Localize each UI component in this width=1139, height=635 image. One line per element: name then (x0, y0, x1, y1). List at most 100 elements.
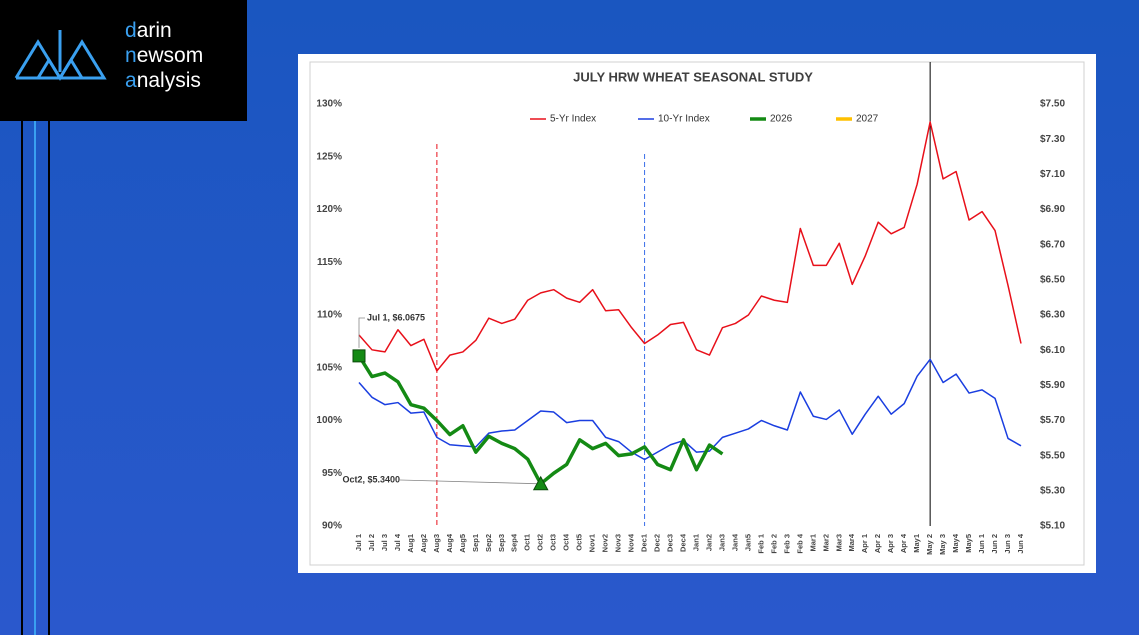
y2-tick-label: $6.10 (1040, 345, 1065, 356)
annotation-leader (358, 317, 365, 348)
annotation-leader (399, 479, 541, 485)
legend-label: 10-Yr Index (658, 114, 710, 125)
x-tick-label: Aug5 (458, 534, 467, 553)
logo-line: darin (125, 19, 172, 42)
decor-line (34, 121, 36, 635)
y2-tick-label: $5.70 (1040, 415, 1065, 426)
logo-line: newsom (125, 44, 204, 67)
x-tick-label: Apr 2 (873, 534, 882, 553)
annotation: Oct2, $5.3400 (342, 474, 400, 484)
legend-label: 2027 (856, 114, 879, 125)
legend-label: 5-Yr Index (550, 114, 596, 125)
x-tick-label: Oct3 (549, 534, 558, 551)
x-tick-label: Aug4 (445, 533, 454, 553)
annotation: Jul 1, $6.0675 (367, 312, 425, 322)
x-tick-label: Nov4 (627, 533, 636, 552)
y-tick-label: 120% (316, 204, 342, 215)
x-tick-label: Jun 3 (1003, 534, 1012, 554)
x-tick-label: Mar2 (821, 534, 830, 552)
x-tick-label: Jan3 (717, 534, 726, 551)
decor-line (21, 121, 23, 635)
x-tick-label: Dec3 (666, 534, 675, 552)
y2-tick-label: $5.90 (1040, 380, 1065, 391)
x-tick-label: Dec2 (653, 534, 662, 552)
y2-tick-label: $6.50 (1040, 274, 1065, 285)
y-tick-label: 115% (317, 257, 342, 268)
x-tick-label: May 3 (938, 534, 947, 555)
x-tick-label: Feb 4 (795, 533, 804, 553)
y2-tick-label: $5.30 (1040, 485, 1065, 496)
x-tick-label: Nov2 (601, 534, 610, 552)
y2-tick-label: $5.50 (1040, 450, 1065, 461)
x-tick-label: Mar3 (834, 534, 843, 552)
x-tick-label: Oct4 (562, 533, 571, 551)
x-tick-label: May4 (951, 533, 960, 553)
y-tick-label: 100% (316, 415, 342, 426)
logo-line: analysis (125, 69, 201, 92)
y2-tick-label: $7.50 (1040, 99, 1065, 110)
x-tick-label: Sep3 (497, 534, 506, 552)
x-tick-label: May1 (912, 534, 921, 553)
y-tick-label: 90% (322, 521, 342, 532)
x-tick-label: Jun 4 (1016, 533, 1025, 553)
series-line (358, 358, 1022, 461)
x-tick-label: Dec4 (678, 533, 687, 552)
x-tick-label: Mar4 (847, 533, 856, 551)
decor-line (48, 121, 50, 635)
x-tick-label: Jan4 (730, 533, 739, 551)
x-tick-label: Sep4 (510, 533, 519, 552)
x-tick-label: Jun 1 (977, 534, 986, 554)
y-tick-label: 130% (316, 99, 342, 110)
legend-label: 2026 (770, 114, 793, 125)
y-tick-label: 110% (317, 310, 342, 321)
series-line (357, 354, 724, 486)
logo-icon (14, 30, 107, 81)
x-tick-label: Feb 2 (769, 534, 778, 554)
x-tick-label: Sep1 (471, 534, 480, 552)
y2-tick-label: $6.70 (1040, 239, 1065, 250)
y-tick-label: 125% (316, 151, 342, 162)
x-tick-label: Jul 1 (354, 534, 363, 551)
y2-tick-label: $7.30 (1040, 134, 1065, 145)
x-tick-label: Apr 1 (860, 534, 869, 553)
x-tick-label: Jan1 (691, 534, 700, 551)
y2-tick-label: $5.10 (1040, 521, 1065, 532)
x-tick-label: May5 (964, 534, 973, 553)
x-tick-label: Jul 3 (380, 534, 389, 551)
x-tick-label: Oct5 (575, 534, 584, 551)
x-tick-label: Jan2 (704, 534, 713, 551)
annotation-marker (352, 349, 366, 363)
x-tick-label: Oct1 (523, 534, 532, 551)
series-line (358, 121, 1022, 372)
x-tick-label: Jan5 (743, 534, 752, 551)
y-tick-label: 105% (316, 362, 342, 373)
x-tick-label: Nov3 (614, 534, 623, 552)
x-tick-label: Oct2 (536, 534, 545, 551)
x-tick-label: Feb 1 (756, 534, 765, 554)
x-tick-label: Jun 2 (990, 534, 999, 554)
chart-panel: JULY HRW WHEAT SEASONAL STUDY 90% 95% 100%… (298, 54, 1096, 573)
x-tick-label: Feb 3 (782, 534, 791, 554)
x-tick-label: Aug3 (432, 534, 441, 553)
annotation-marker (532, 475, 549, 491)
x-tick-label: Sep2 (484, 534, 493, 552)
x-tick-label: May 2 (925, 534, 934, 555)
x-tick-label: Apr 3 (886, 534, 895, 553)
x-tick-label: Aug2 (419, 534, 428, 553)
logo-text: darin newsom analysis (125, 18, 203, 93)
y2-tick-label: $6.30 (1040, 310, 1065, 321)
chart-title: JULY HRW WHEAT SEASONAL STUDY (573, 69, 813, 84)
logo: darin newsom analysis (0, 0, 247, 121)
x-tick-label: Jul 4 (393, 533, 402, 551)
y2-tick-label: $7.10 (1040, 169, 1065, 180)
x-tick-label: Apr 4 (899, 533, 908, 553)
x-tick-label: Jul 2 (367, 534, 376, 551)
plot-border (309, 61, 1085, 566)
y-tick-label: 95% (322, 468, 342, 479)
y2-tick-label: $6.90 (1040, 204, 1065, 215)
x-tick-label: Aug1 (406, 534, 415, 553)
chart: JULY HRW WHEAT SEASONAL STUDY 90% 95% 100%… (309, 61, 1085, 566)
x-tick-label: Dec1 (640, 534, 649, 552)
x-tick-label: Nov1 (588, 534, 597, 552)
